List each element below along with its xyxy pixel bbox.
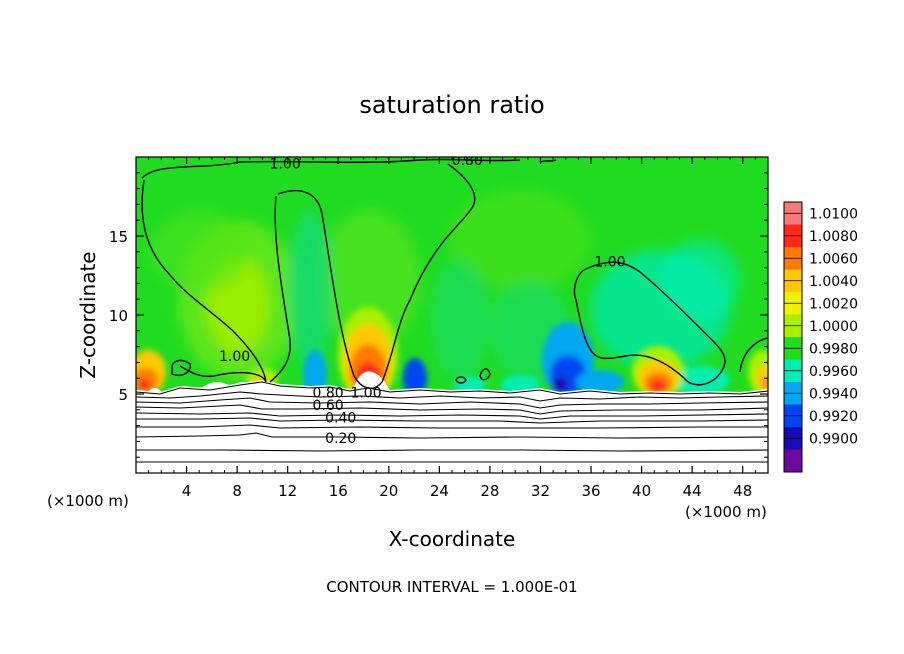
pale-region [450, 190, 590, 290]
contour-line [136, 412, 768, 420]
lower-unsaturated-region [136, 380, 768, 473]
contour-line [136, 391, 768, 402]
colorbar-label: 0.9900 [809, 431, 858, 447]
contour-line [136, 449, 768, 452]
colorbar-label: 1.0040 [809, 274, 858, 290]
contour-line [277, 163, 476, 389]
x-unit-right: (×1000 m) [685, 503, 767, 521]
x-axis-ticks: 4 8 12 16 20 24 28 32 36 40 44 48 [148, 157, 756, 500]
low-saturation-region [403, 358, 427, 398]
contour-line [171, 359, 191, 376]
contour-line [573, 261, 726, 386]
contour-label: 1.00 [594, 254, 625, 270]
supersaturation-region [762, 379, 768, 389]
contour-label: 1.00 [219, 349, 250, 365]
x-tick-label: 36 [581, 482, 600, 500]
x-tick-label: 28 [480, 482, 499, 500]
colorbar-label: 0.9960 [809, 364, 858, 380]
contour-line [136, 381, 768, 395]
contour-line [739, 337, 768, 373]
cloud-base-white-patch [148, 388, 162, 392]
contour-label: 0.40 [325, 411, 356, 427]
x-tick-label: 44 [683, 482, 702, 500]
contour-line [269, 195, 291, 383]
contour-lines [141, 158, 768, 389]
cloud-base-white-patch [352, 371, 390, 392]
pale-region [320, 210, 420, 350]
colorbar-label: 0.9980 [809, 341, 858, 357]
colorbar-label: 1.0060 [809, 251, 858, 267]
colorbar: 1.0100 1.0080 1.0060 1.0040 1.0020 1.0000 0.99… [783, 201, 858, 473]
x-tick-label: 16 [329, 482, 348, 500]
cloud-base-contours [136, 381, 768, 463]
colorbar-label: 0.9920 [809, 409, 858, 425]
supersaturation-region [138, 379, 150, 391]
y-tick-label: 10 [109, 307, 128, 325]
x-tick-label: 12 [278, 482, 297, 500]
upper-field-shading [150, 190, 740, 380]
x-tick-label: 8 [232, 482, 242, 500]
contour-line [455, 376, 467, 384]
colorbar-label: 1.0000 [809, 319, 858, 335]
contour-line [136, 424, 768, 429]
moist-region [660, 240, 740, 320]
y-tick-label: 15 [109, 228, 128, 246]
contour-line [136, 417, 768, 424]
x-tick-label: 48 [733, 482, 752, 500]
colorbar-label: 0.9940 [809, 386, 858, 402]
contour-line [136, 404, 768, 415]
x-tick-label: 40 [632, 482, 651, 500]
contour-interval-note: CONTOUR INTERVAL = 1.000E-01 [326, 578, 577, 596]
y-tick-label: 5 [118, 386, 128, 404]
contour-label: 1.00 [270, 156, 301, 172]
colorbar-label: 1.0020 [809, 296, 858, 312]
colorbar-frame [783, 201, 803, 473]
pale-region [150, 210, 250, 290]
moist-region [288, 210, 332, 370]
colorbar-label: 1.0100 [809, 206, 858, 222]
contour-line [141, 179, 267, 383]
x-unit-left: (×1000 m) [47, 492, 129, 510]
contour-label: 1.00 [350, 385, 381, 401]
contour-label: 0.80 [313, 385, 344, 401]
contour-line [136, 397, 768, 409]
contour-line [136, 432, 768, 439]
colorbar-label: 1.0080 [809, 229, 858, 245]
colorbar-swatch [784, 449, 802, 473]
supersaturation-region [650, 380, 666, 392]
low-saturation-region [576, 370, 624, 394]
low-saturation-region [552, 377, 568, 393]
contour-line [539, 159, 557, 163]
contour-line [479, 368, 491, 381]
x-tick-label: 4 [182, 482, 192, 500]
x-tick-label: 20 [379, 482, 398, 500]
plot-area: 1.00 0.80 1.00 1.00 0.80 1.00 0.600.40 0.20 [136, 153, 768, 473]
contour-labels: 1.00 0.80 1.00 1.00 0.80 1.00 0.600.40 0.20 [219, 153, 626, 447]
x-tick-label: 32 [531, 482, 550, 500]
x-axis-label: X-coordinate [389, 527, 516, 551]
contour-line [141, 158, 521, 179]
contour-label: 0.80 [452, 153, 483, 169]
contour-label: 0.60 [313, 398, 344, 414]
y-axis-ticks: 5 10 15 [109, 172, 768, 458]
contour-label: 0.20 [325, 431, 356, 447]
y-axis-label: Z-coordinate [76, 251, 100, 378]
low-saturation-region [670, 366, 730, 394]
moist-region [430, 260, 490, 380]
x-tick-label: 24 [430, 482, 449, 500]
chart-title: saturation ratio [359, 91, 544, 119]
